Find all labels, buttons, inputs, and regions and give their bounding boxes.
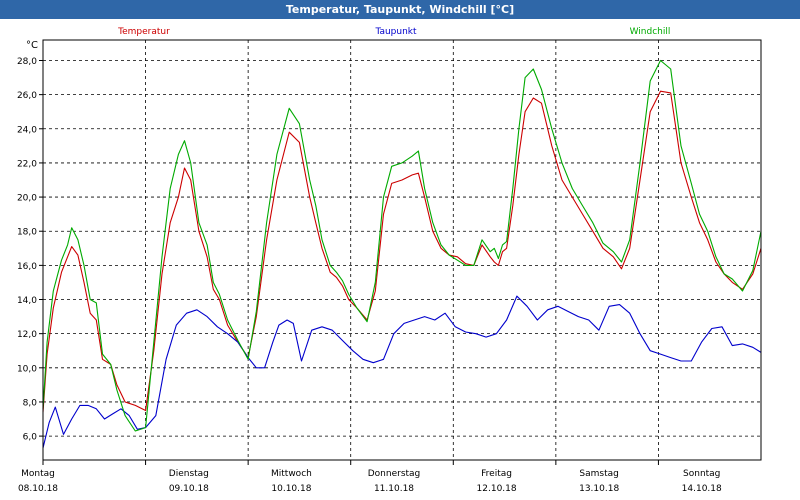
y-tick-label: 20,0 bbox=[17, 194, 37, 204]
y-tick-label: 16,0 bbox=[17, 262, 37, 272]
y-tick-label: 8,0 bbox=[23, 398, 38, 408]
y-tick-label: 28,0 bbox=[17, 57, 37, 67]
x-day-label: Freitag bbox=[481, 469, 512, 479]
plot-frame bbox=[42, 39, 762, 461]
series-group bbox=[42, 59, 762, 449]
x-day-label: Donnerstag bbox=[368, 469, 421, 479]
series-line-windchill bbox=[42, 59, 762, 432]
y-tick-label: 22,0 bbox=[17, 159, 37, 169]
x-axis: Montag 08.10.18 Dienstag 09.10.18 Mittwoch 10… bbox=[18, 460, 722, 494]
legend-windchill: Windchill bbox=[630, 27, 671, 37]
y-tick-label: 24,0 bbox=[17, 125, 37, 135]
chart-title: Temperatur, Taupunkt, Windchill [°C] bbox=[0, 0, 800, 19]
x-date-label: 12.10.18 bbox=[477, 484, 517, 494]
x-date-label: 08.10.18 bbox=[18, 484, 58, 494]
y-tick-label: 26,0 bbox=[17, 91, 37, 101]
y-tick-label: 18,0 bbox=[17, 228, 37, 238]
x-day-label: Mittwoch bbox=[271, 469, 312, 479]
y-tick-label: 10,0 bbox=[17, 364, 37, 374]
x-day-label: Montag bbox=[21, 469, 55, 479]
x-date-label: 10.10.18 bbox=[271, 484, 311, 494]
legend-temperatur: Temperatur bbox=[117, 27, 170, 37]
y-tick-label: 14,0 bbox=[17, 296, 37, 306]
legend: Temperatur Taupunkt Windchill bbox=[117, 27, 670, 37]
x-day-label: Sonntag bbox=[683, 469, 720, 479]
x-date-label: 09.10.18 bbox=[169, 484, 209, 494]
y-tick-label: 12,0 bbox=[17, 330, 37, 340]
series-line-temperatur bbox=[42, 90, 762, 413]
x-date-label: 11.10.18 bbox=[374, 484, 414, 494]
grid bbox=[43, 40, 761, 460]
x-date-label: 14.10.18 bbox=[682, 484, 722, 494]
x-day-label: Dienstag bbox=[169, 469, 209, 479]
x-date-label: 13.10.18 bbox=[579, 484, 619, 494]
y-tick-label: 6,0 bbox=[23, 433, 38, 443]
x-day-label: Samstag bbox=[579, 469, 618, 479]
chart-svg: Temperatur Taupunkt Windchill °C 6,0 8,0 10,… bbox=[0, 19, 800, 500]
y-axis-label: °C bbox=[26, 40, 38, 51]
chart-background bbox=[0, 19, 800, 500]
y-axis: °C 6,0 8,0 10,0 12,0 14,0 16,0 18,0 20,0 22,0 24,… bbox=[17, 40, 43, 443]
legend-taupunkt: Taupunkt bbox=[374, 27, 417, 37]
